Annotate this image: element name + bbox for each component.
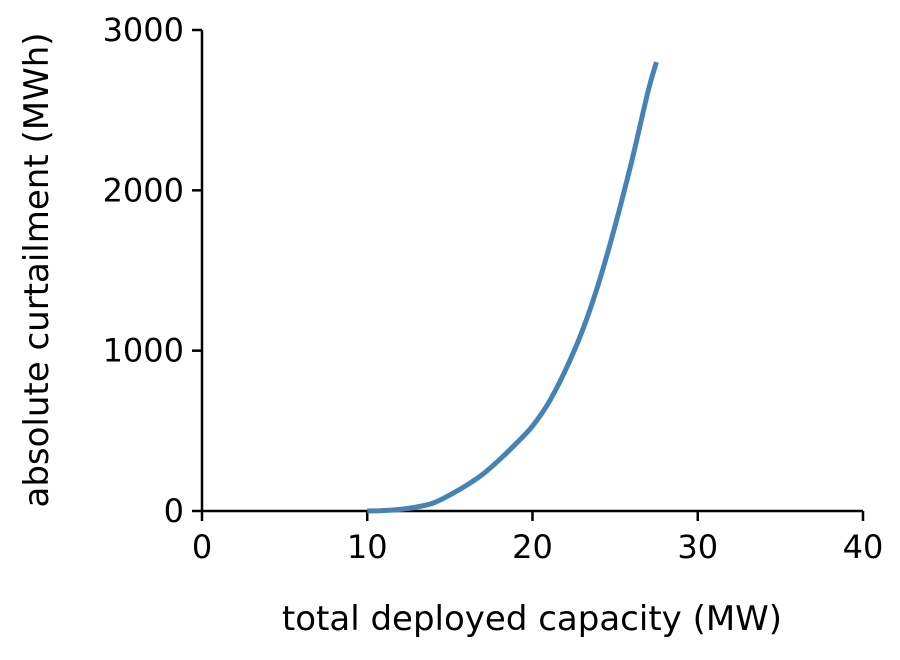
y-tick-label: 1000: [103, 332, 184, 370]
y-tick-label: 2000: [103, 171, 184, 209]
x-tick-label: 0: [192, 528, 212, 566]
x-tick-label: 30: [677, 528, 718, 566]
plot-area: [367, 61, 659, 514]
y-ticks: 0 1000 2000 3000: [103, 11, 202, 530]
y-axis-label: absolute curtailment (MWh): [17, 32, 57, 507]
axes: 0 10 20 30 40 0 1000 2000 3000: [103, 11, 884, 566]
x-tick-label: 10: [347, 528, 388, 566]
y-tick-label: 3000: [103, 11, 184, 49]
x-tick-label: 20: [512, 528, 553, 566]
series-line: [367, 61, 659, 514]
y-tick-label: 0: [164, 492, 184, 530]
x-ticks: 0 10 20 30 40: [192, 511, 884, 566]
x-tick-label: 40: [843, 528, 884, 566]
x-axis-label: total deployed capacity (MW): [282, 599, 782, 639]
